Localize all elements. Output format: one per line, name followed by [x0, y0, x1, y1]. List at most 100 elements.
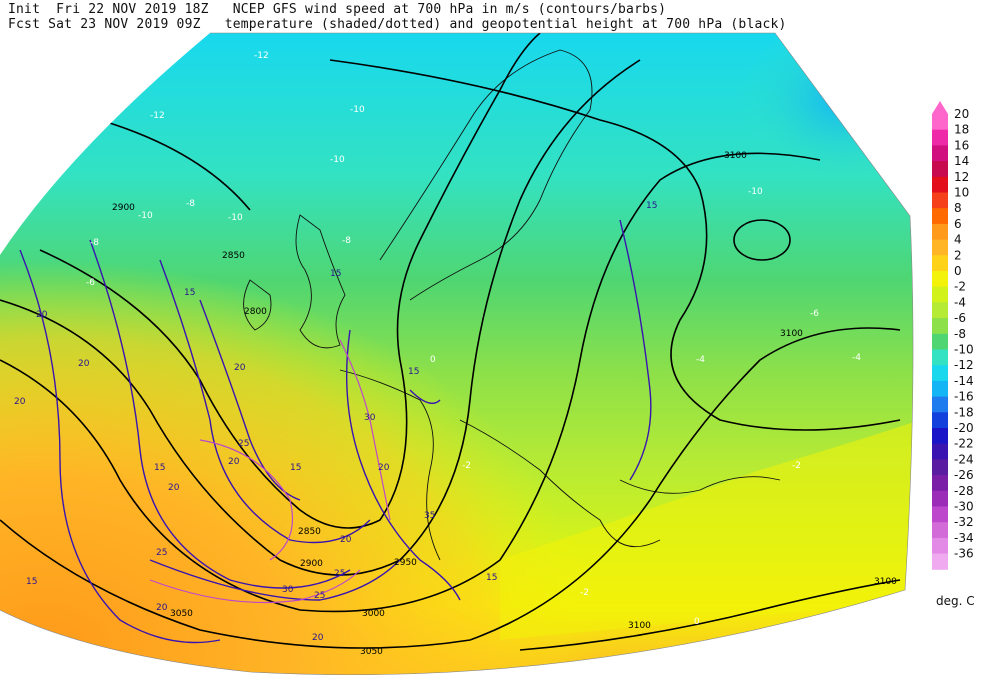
colorbar-swatch: [932, 286, 948, 303]
wind-label: 20: [78, 359, 90, 369]
height-label: 2950: [394, 558, 417, 568]
wind-label: 30: [282, 585, 294, 595]
colorbar-swatch: [932, 176, 948, 193]
temp-label: -2: [792, 461, 801, 471]
height-label: 2800: [244, 307, 267, 317]
wind-label: 20: [340, 535, 352, 545]
colorbar-tick-label: -22: [954, 437, 974, 451]
warm-sector-southeast: [500, 420, 914, 640]
colorbar-tick-label: 8: [954, 201, 962, 215]
colorbar-tick-label: -8: [954, 327, 966, 341]
colorbar-tick-label: 2: [954, 248, 962, 262]
colorbar-swatch: [932, 145, 948, 162]
wind-label: 20: [312, 633, 324, 643]
colorbar-tick-label: 16: [954, 138, 969, 152]
colorbar-swatch: [932, 271, 948, 288]
wind-label: 15: [290, 463, 301, 473]
colorbar-swatch: [932, 537, 948, 555]
strong-wind-contours: [149, 339, 391, 604]
temp-label: 0: [694, 617, 700, 627]
colorbar-tick-label: -36: [954, 547, 974, 561]
colorbar-swatch: [932, 506, 948, 523]
colorbar-swatch: [932, 490, 948, 507]
wind-label: 25: [156, 548, 167, 558]
colorbar-tick-label: -28: [954, 484, 974, 498]
temp-label: -10: [350, 105, 365, 115]
colorbar-tick-label: -26: [954, 468, 974, 482]
colorbar-tick-label: -18: [954, 405, 974, 419]
wind-label: 15: [26, 577, 37, 587]
temp-label: -2: [462, 461, 471, 471]
colorbar-tick-label: -34: [954, 531, 974, 545]
wind-contours: [19, 219, 652, 644]
colorbar-swatch: [932, 192, 948, 209]
temp-label: -10: [138, 211, 153, 221]
height-label: 3100: [724, 151, 747, 161]
header-line-2: Fcst Sat 23 NOV 2019 09Z temperature (sh…: [8, 17, 787, 32]
colorbar-swatch: [932, 318, 948, 335]
colorbar-swatch: [932, 223, 948, 241]
wind-labels: 20 20 20 15 15 15 15 20 25 25 20 15 20 3…: [14, 201, 657, 643]
colorbar-tick-label: -6: [954, 311, 966, 325]
colorbar-swatch: [932, 208, 948, 225]
wind-label: 15: [646, 201, 657, 211]
wind-label: 20: [378, 463, 390, 473]
colorbar-tick-label: -32: [954, 515, 974, 529]
wind-label: 20: [156, 603, 168, 613]
colorbar-swatch: [932, 333, 948, 350]
wind-label: 15: [408, 367, 419, 377]
wind-label: 15: [330, 269, 341, 279]
height-label: 2900: [300, 559, 323, 569]
height-contours: [0, 33, 901, 651]
colorbar-swatch: [932, 475, 948, 492]
colorbar-swatch: [932, 255, 948, 272]
colorbar-swatch: [932, 412, 948, 429]
temp-label: -10: [330, 155, 345, 165]
temp-label: -2: [580, 588, 589, 598]
height-label: 2850: [298, 527, 321, 537]
header-line-1: Init Fri 22 NOV 2019 18Z NCEP GFS wind s…: [8, 2, 667, 17]
colorbar-tick-label: 10: [954, 186, 969, 200]
temp-label: -4: [696, 355, 705, 365]
wind-label: 25: [334, 569, 345, 579]
colorbar-tick-label: -14: [954, 374, 974, 388]
colorbar-swatch: [932, 349, 948, 366]
temperature-labels: -12 -10 -10 -10 -10 -8 -8 -8 -6 -6 -4 -4…: [86, 51, 861, 627]
wind-label: 20: [228, 457, 240, 467]
height-label: 2850: [222, 251, 245, 261]
temp-label: -12: [150, 111, 165, 121]
wind-label: 20: [234, 363, 246, 373]
colorbar-tick-label: -24: [954, 452, 974, 466]
wind-label: 15: [486, 573, 497, 583]
colorbar-swatch: [932, 114, 948, 131]
colorbar-tick-label: -2: [954, 280, 966, 294]
wind-label: 20: [168, 483, 180, 493]
wind-label: 15: [184, 288, 195, 298]
colorbar-tick-label: -10: [954, 343, 974, 357]
colorbar-swatch: [932, 365, 948, 382]
colorbar-tick-label: -20: [954, 421, 974, 435]
wind-label: 25: [314, 591, 325, 601]
colorbar-swatch: [932, 161, 948, 178]
colorbar-tick-label: -12: [954, 358, 974, 372]
temp-label: -10: [748, 187, 763, 197]
colorbar-swatch: [932, 396, 948, 413]
temp-label: -6: [810, 309, 819, 319]
colorbar-tick-label: 20: [954, 107, 969, 121]
temp-label: -6: [86, 278, 95, 288]
colorbar-swatch: [932, 302, 948, 319]
temp-label: -8: [90, 238, 99, 248]
height-label: 3050: [170, 609, 193, 619]
cold-air-northeast: [500, 33, 914, 363]
coastlines: [243, 49, 781, 561]
colorbar-unit: deg. C: [936, 594, 975, 608]
wind-label: 20: [36, 310, 48, 320]
temp-label: -12: [254, 51, 269, 61]
wind-label: 15: [154, 463, 165, 473]
height-label: 3100: [874, 577, 897, 587]
colorbar-swatch: [932, 553, 948, 570]
colorbar-tick-label: 14: [954, 154, 969, 168]
height-label: 3050: [360, 647, 383, 657]
colorbar-tick-label: 18: [954, 123, 969, 137]
temp-label: -4: [852, 353, 861, 363]
